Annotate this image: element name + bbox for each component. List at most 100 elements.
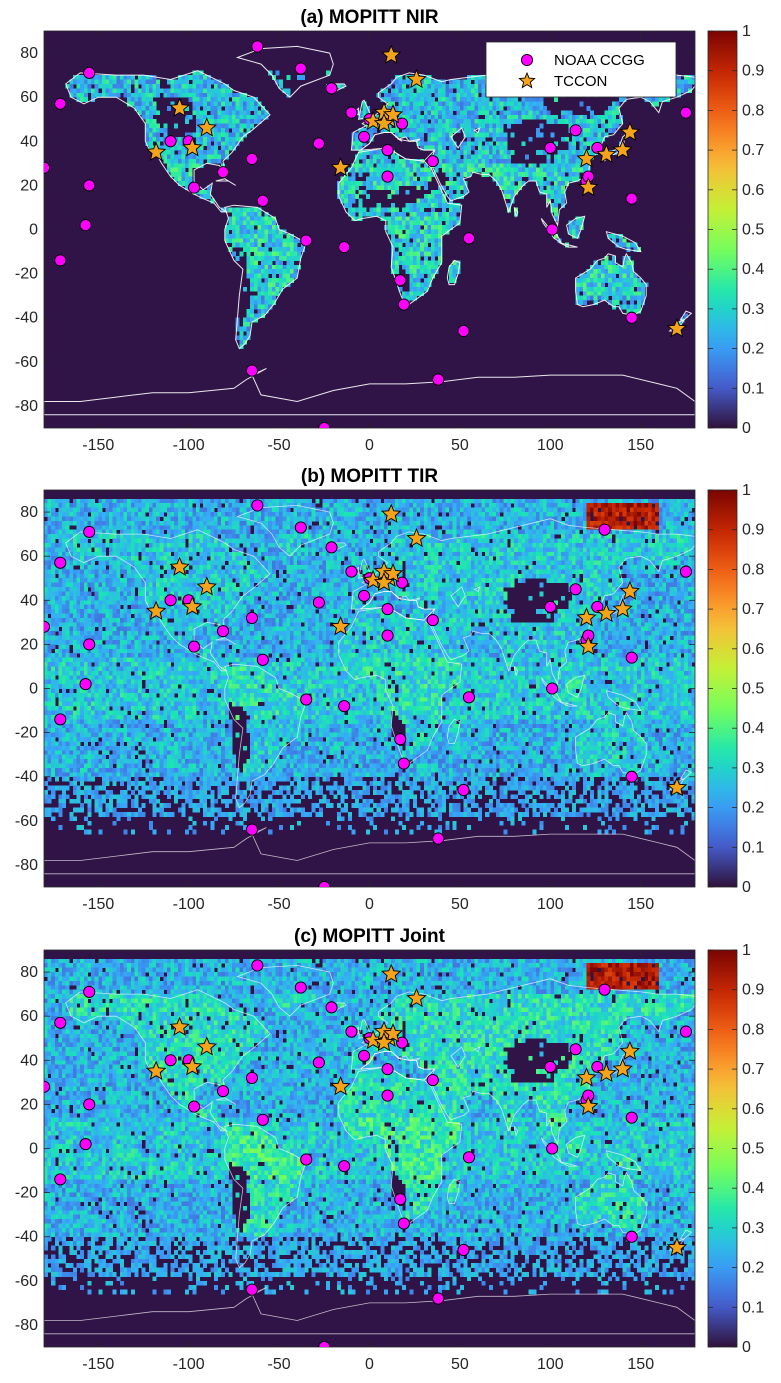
noaa-ccgg-site [426,1074,439,1087]
map-panel-joint: (c) MOPITT Joint-150 -100 -50 0 50 100 1508060… [15,926,764,1373]
noaa-ccgg-site [318,1340,331,1347]
noaa-ccgg-site [312,1056,325,1069]
tccon-site [666,318,688,338]
noaa-ccgg-site [569,1043,582,1056]
x-tick-label: 100 [537,896,564,913]
tccon-site [406,68,427,89]
noaa-ccgg-site [462,691,476,704]
noaa-ccgg-site [625,770,638,783]
colorbar-tick-label: 0.2 [742,1260,764,1277]
noaa-ccgg-site [569,583,582,596]
colorbar-tick-label: 0.8 [742,102,764,119]
y-tick-label: -60 [15,1273,38,1290]
noaa-ccgg-site [44,620,51,633]
tccon-site [381,503,402,523]
tccon-site [666,777,688,797]
x-tick-label: 100 [537,1356,564,1373]
noaa-ccgg-site [397,1217,410,1230]
noaa-ccgg-site [44,1080,51,1093]
y-tick-label: 0 [29,681,38,698]
colorbar-tick-label: 0.4 [742,720,764,737]
panel-title: (c) MOPITT Joint [294,926,446,947]
y-tick-label: 80 [20,504,38,521]
tccon-site [382,1023,404,1043]
noaa-ccgg-site [83,179,96,192]
coastline [44,1287,695,1335]
tccon-site [596,602,617,623]
tccon-site [169,1016,190,1036]
noaa-ccgg-site [625,651,638,664]
noaa-ccgg-site [546,223,559,236]
noaa-ccgg-site [394,274,407,287]
noaa-ccgg-site [216,166,230,179]
coastline [236,964,334,1017]
noaa-ccgg-site [345,106,358,119]
coastlines [44,964,695,1335]
noaa-ccgg-site [598,983,611,996]
noaa-ccgg-site [54,1016,67,1029]
map-panel-nir: (a) MOPITT NIR-150 -100 -50 0 50 100 150806040… [15,7,764,454]
coastline [566,215,586,239]
coastline [446,718,461,744]
tccon-site [576,148,597,168]
colorbar-tick-label: 0.9 [742,982,764,999]
tccon-site [330,157,351,177]
tccon-site [596,143,617,164]
noaa-ccgg-site [325,82,338,95]
noaa-ccgg-site [83,985,96,998]
coastline [473,586,481,593]
x-tick-label: 50 [451,896,469,913]
noaa-ccgg-site [395,576,409,589]
coastline [215,1097,236,1105]
panel-title: (a) MOPITT NIR [300,7,439,28]
map-panel-tir: (b) MOPITT TIR-150 -100 -50 0 50 100 150806040… [15,466,764,913]
colorbar-tick-label: 0 [742,1339,751,1356]
noaa-ccgg-site [83,66,96,79]
colorbar-tick-label: 0.7 [742,601,764,618]
tccon-site [373,1031,395,1052]
tccon-site [612,139,633,159]
noaa-ccgg-site [216,625,230,638]
colorbar-tick-label: 0.2 [742,341,764,358]
coastline [65,70,271,213]
tccon-site [196,1036,217,1056]
noaa-ccgg-site [544,1060,557,1073]
noaa-ccgg-site [544,141,557,154]
y-tick-label: -40 [15,310,38,327]
y-tick-label: 40 [20,1052,38,1069]
legend-noaa-label: NOAA CCGG [554,52,645,69]
y-tick-label: -80 [15,398,38,415]
coastline [360,591,436,621]
coastline [513,207,519,219]
coastline [575,1171,647,1235]
noaa-ccgg-site [216,1085,230,1098]
noaa-ccgg-site [79,1138,92,1151]
x-tick-label: 100 [537,437,564,454]
noaa-ccgg-site [546,1142,559,1155]
colorbar-tick-label: 0.1 [742,380,764,397]
colorbar-tick-label: 1 [742,482,751,499]
tccon-site [576,607,597,627]
colorbar-tick-label: 0.6 [742,641,764,658]
tccon-site [382,563,404,583]
coastline [360,132,436,162]
tccon-site [373,112,395,133]
noaa-ccgg-site [83,1098,96,1111]
colorbar-tick-label: 1 [742,942,751,959]
noaa-ccgg-site [338,700,351,713]
noaa-ccgg-site [83,638,96,651]
dofs-raster [44,958,695,1295]
noaa-ccgg-site [245,1071,259,1084]
noaa-ccgg-site [679,1025,693,1038]
tccon-site [406,527,427,548]
x-tick-label: 50 [451,1356,469,1373]
noaa-ccgg-site [432,832,445,845]
noaa-ccgg-site [457,1243,470,1257]
noaa-ccgg-site [164,594,177,607]
coastline [215,637,236,645]
noaa-ccgg-site [312,137,325,150]
noaa-ccgg-site [345,565,358,578]
coastline [224,663,307,809]
colorbar-tick-label: 0.3 [742,301,764,318]
colorbar-tick-label: 0.7 [742,142,764,159]
